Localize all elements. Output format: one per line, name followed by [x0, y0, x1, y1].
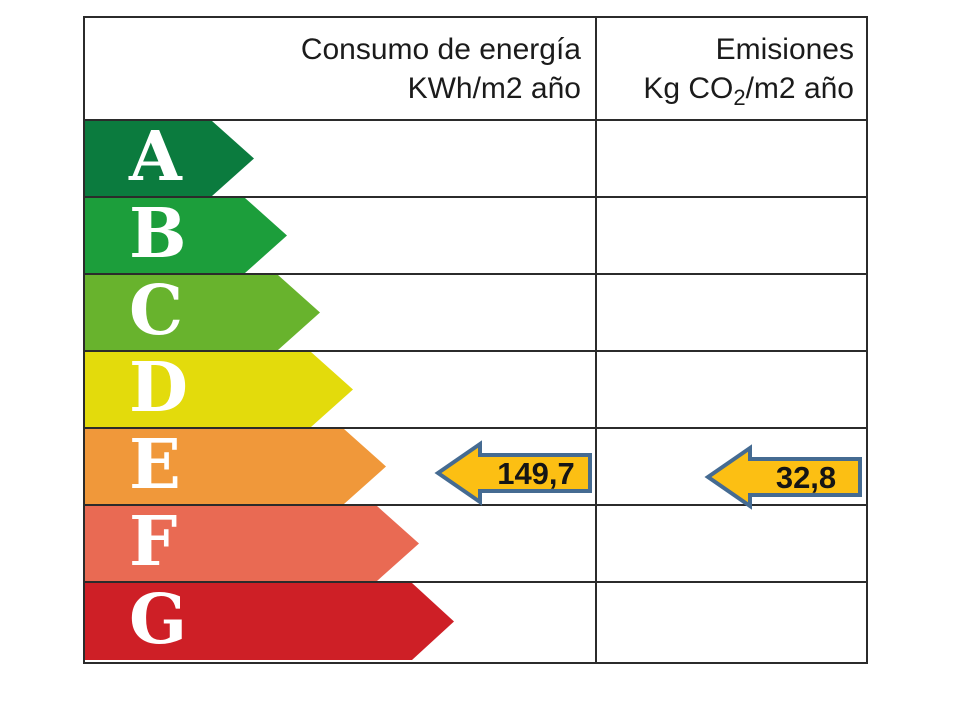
emissions-value-arrow: 32,8 [704, 444, 862, 510]
rating-band-arrow: C [85, 275, 320, 350]
rating-rows: A B C D E F G [85, 121, 866, 660]
rating-row: G [85, 583, 866, 660]
column-divider-line [595, 18, 597, 662]
rating-letter: E [129, 424, 181, 505]
consumption-value-text: 149,7 [497, 456, 575, 491]
emissions-unit-subscript: 2 [733, 84, 746, 110]
rating-row: D [85, 352, 866, 429]
consumption-header-line2: KWh/m2 año [407, 71, 581, 105]
rating-band-arrow: E [85, 429, 386, 504]
rating-letter: C [129, 270, 184, 351]
rating-row: F [85, 506, 866, 583]
rating-row: A [85, 121, 866, 198]
table-header-row: Consumo de energía KWh/m2 año Emisiones … [85, 18, 866, 121]
rating-band-arrow: B [85, 198, 287, 273]
emissions-unit-suffix: /m2 año [745, 71, 854, 105]
rating-letter: A [129, 116, 182, 197]
rating-letter: G [129, 579, 188, 660]
emissions-value-text: 32,8 [776, 460, 836, 495]
rating-row: B [85, 198, 866, 275]
emissions-header-line1: Emisiones [715, 32, 854, 66]
consumption-header-line1: Consumo de energía [300, 32, 581, 66]
rating-letter: B [129, 193, 187, 274]
emissions-header-line2: Kg CO2/m2 año [595, 69, 854, 110]
rating-row: C [85, 275, 866, 352]
emissions-unit-prefix: Kg CO [643, 71, 734, 105]
rating-band-arrow: F [85, 506, 419, 581]
rating-letter: F [129, 501, 178, 582]
left-arrow-shape [434, 440, 592, 506]
rating-band-arrow: D [85, 352, 353, 427]
energy-certificate-table: Consumo de energía KWh/m2 año Emisiones … [83, 16, 868, 664]
left-arrow-shape [704, 444, 862, 510]
rating-letter: D [129, 347, 188, 428]
consumption-value-arrow: 149,7 [434, 440, 592, 506]
rating-band-arrow: A [85, 121, 254, 196]
emissions-column-header: Emisiones Kg CO2/m2 año [595, 18, 866, 119]
rating-band-arrow: G [85, 583, 454, 660]
consumption-column-header: Consumo de energía KWh/m2 año [85, 18, 595, 119]
